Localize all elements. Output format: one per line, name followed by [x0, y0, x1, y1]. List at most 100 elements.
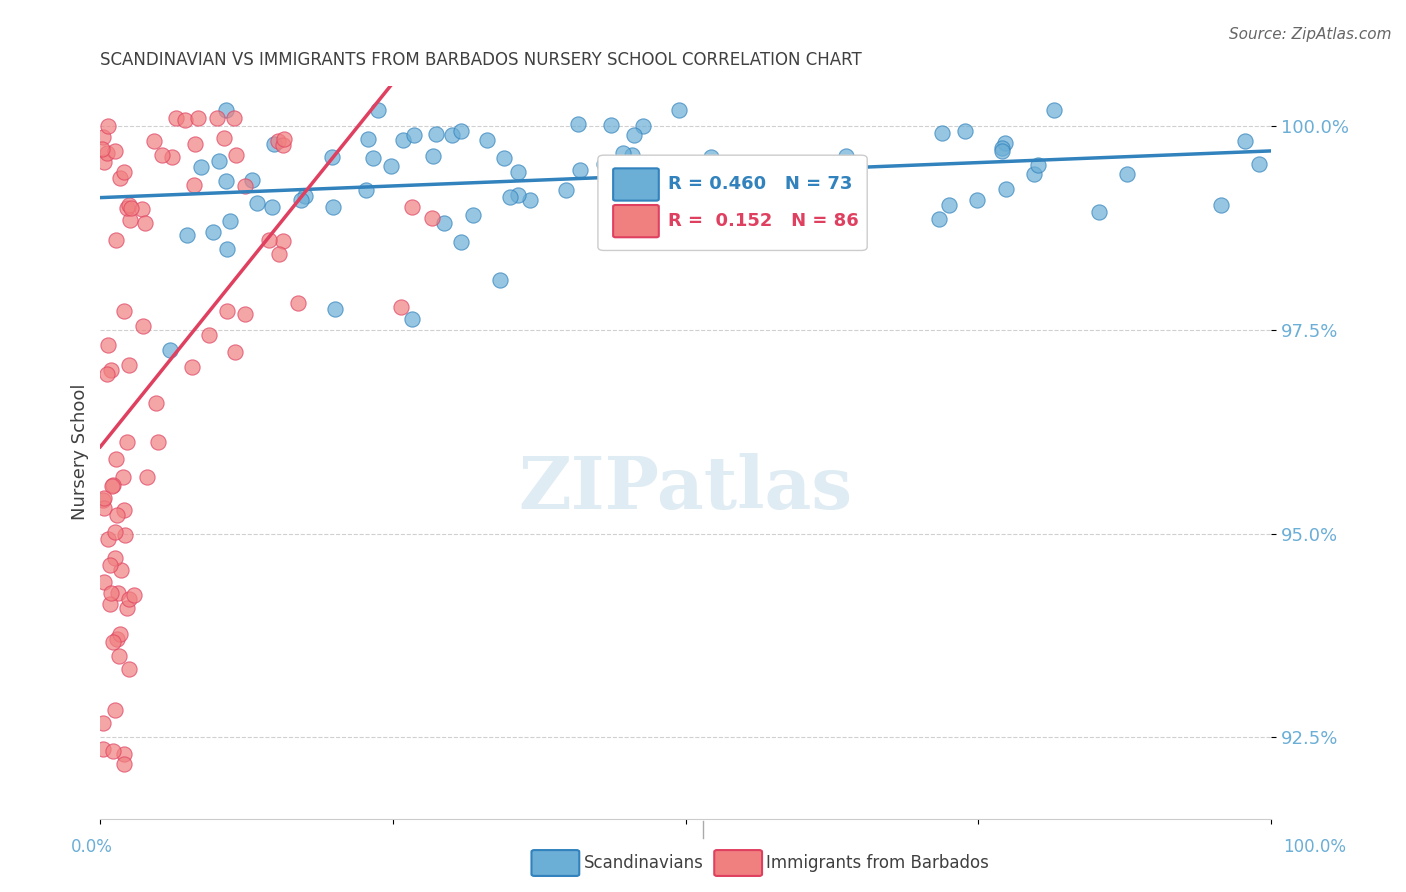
Point	[205, 111, 228, 125]
Point	[103, 477, 125, 491]
Point	[104, 703, 127, 717]
Point	[257, 234, 280, 248]
Point	[361, 151, 384, 165]
Point	[624, 190, 647, 204]
Point	[180, 359, 202, 374]
Point	[401, 200, 423, 214]
Point	[117, 198, 139, 212]
Point	[108, 627, 131, 641]
Point	[392, 133, 415, 147]
Point	[97, 338, 120, 352]
Point	[131, 202, 153, 216]
Point	[112, 165, 135, 179]
Point	[1026, 158, 1049, 172]
Point	[224, 345, 246, 359]
Point	[112, 747, 135, 761]
Point	[174, 112, 197, 127]
Point	[938, 198, 960, 212]
Point	[450, 124, 472, 138]
Point	[567, 117, 589, 131]
Point	[104, 233, 127, 247]
FancyBboxPatch shape	[598, 155, 868, 251]
Point	[966, 193, 988, 207]
Point	[607, 161, 630, 176]
Point	[955, 124, 977, 138]
Point	[112, 304, 135, 318]
Point	[225, 148, 247, 162]
Point	[700, 150, 723, 164]
Point	[91, 129, 114, 144]
Point	[93, 574, 115, 589]
Point	[132, 318, 155, 333]
Point	[994, 182, 1017, 196]
Point	[1087, 205, 1109, 219]
Point	[1211, 198, 1233, 212]
Point	[433, 216, 456, 230]
Point	[142, 134, 165, 148]
Point	[103, 635, 125, 649]
Point	[118, 591, 141, 606]
Point	[1116, 167, 1139, 181]
Point	[422, 149, 444, 163]
Point	[931, 126, 953, 140]
Point	[1043, 103, 1066, 117]
Text: 100.0%: 100.0%	[1284, 838, 1346, 856]
Point	[93, 155, 115, 169]
Point	[263, 136, 285, 151]
Point	[187, 111, 209, 125]
Point	[233, 307, 256, 321]
Point	[450, 235, 472, 249]
Point	[176, 227, 198, 242]
Point	[103, 525, 125, 540]
Point	[389, 300, 412, 314]
Point	[105, 632, 128, 646]
Point	[271, 137, 294, 152]
Point	[118, 359, 141, 373]
Point	[1233, 134, 1256, 148]
Point	[215, 174, 238, 188]
Point	[93, 493, 115, 508]
Text: SCANDINAVIAN VS IMMIGRANTS FROM BARBADOS NURSERY SCHOOL CORRELATION CHART: SCANDINAVIAN VS IMMIGRANTS FROM BARBADOS…	[100, 51, 862, 69]
Point	[323, 301, 346, 316]
Y-axis label: Nursery School: Nursery School	[72, 384, 89, 520]
Point	[165, 111, 187, 125]
Point	[401, 312, 423, 326]
Point	[222, 111, 245, 125]
Point	[117, 201, 139, 215]
Point	[112, 757, 135, 772]
Point	[569, 162, 592, 177]
Point	[146, 435, 169, 450]
Point	[110, 564, 132, 578]
Point	[489, 273, 512, 287]
Point	[1249, 157, 1271, 171]
Point	[93, 491, 115, 506]
Point	[145, 396, 167, 410]
Point	[475, 133, 498, 147]
Point	[96, 367, 118, 381]
Point	[267, 134, 290, 148]
Point	[117, 434, 139, 449]
Point	[184, 136, 207, 151]
Point	[105, 451, 128, 466]
Point	[668, 103, 690, 117]
Point	[294, 189, 316, 203]
Point	[593, 157, 616, 171]
Text: ZIPatlas: ZIPatlas	[519, 453, 853, 524]
Point	[101, 744, 124, 758]
Point	[991, 141, 1014, 155]
Point	[214, 103, 236, 117]
Point	[122, 588, 145, 602]
Point	[103, 144, 125, 158]
Point	[215, 304, 238, 318]
Text: 0.0%: 0.0%	[70, 838, 112, 856]
Point	[150, 148, 173, 162]
Point	[461, 208, 484, 222]
Point	[190, 160, 212, 174]
Point	[993, 136, 1015, 151]
Point	[91, 716, 114, 731]
Point	[90, 142, 112, 156]
Point	[160, 150, 183, 164]
Point	[97, 120, 120, 134]
Point	[208, 154, 231, 169]
Point	[633, 119, 655, 133]
